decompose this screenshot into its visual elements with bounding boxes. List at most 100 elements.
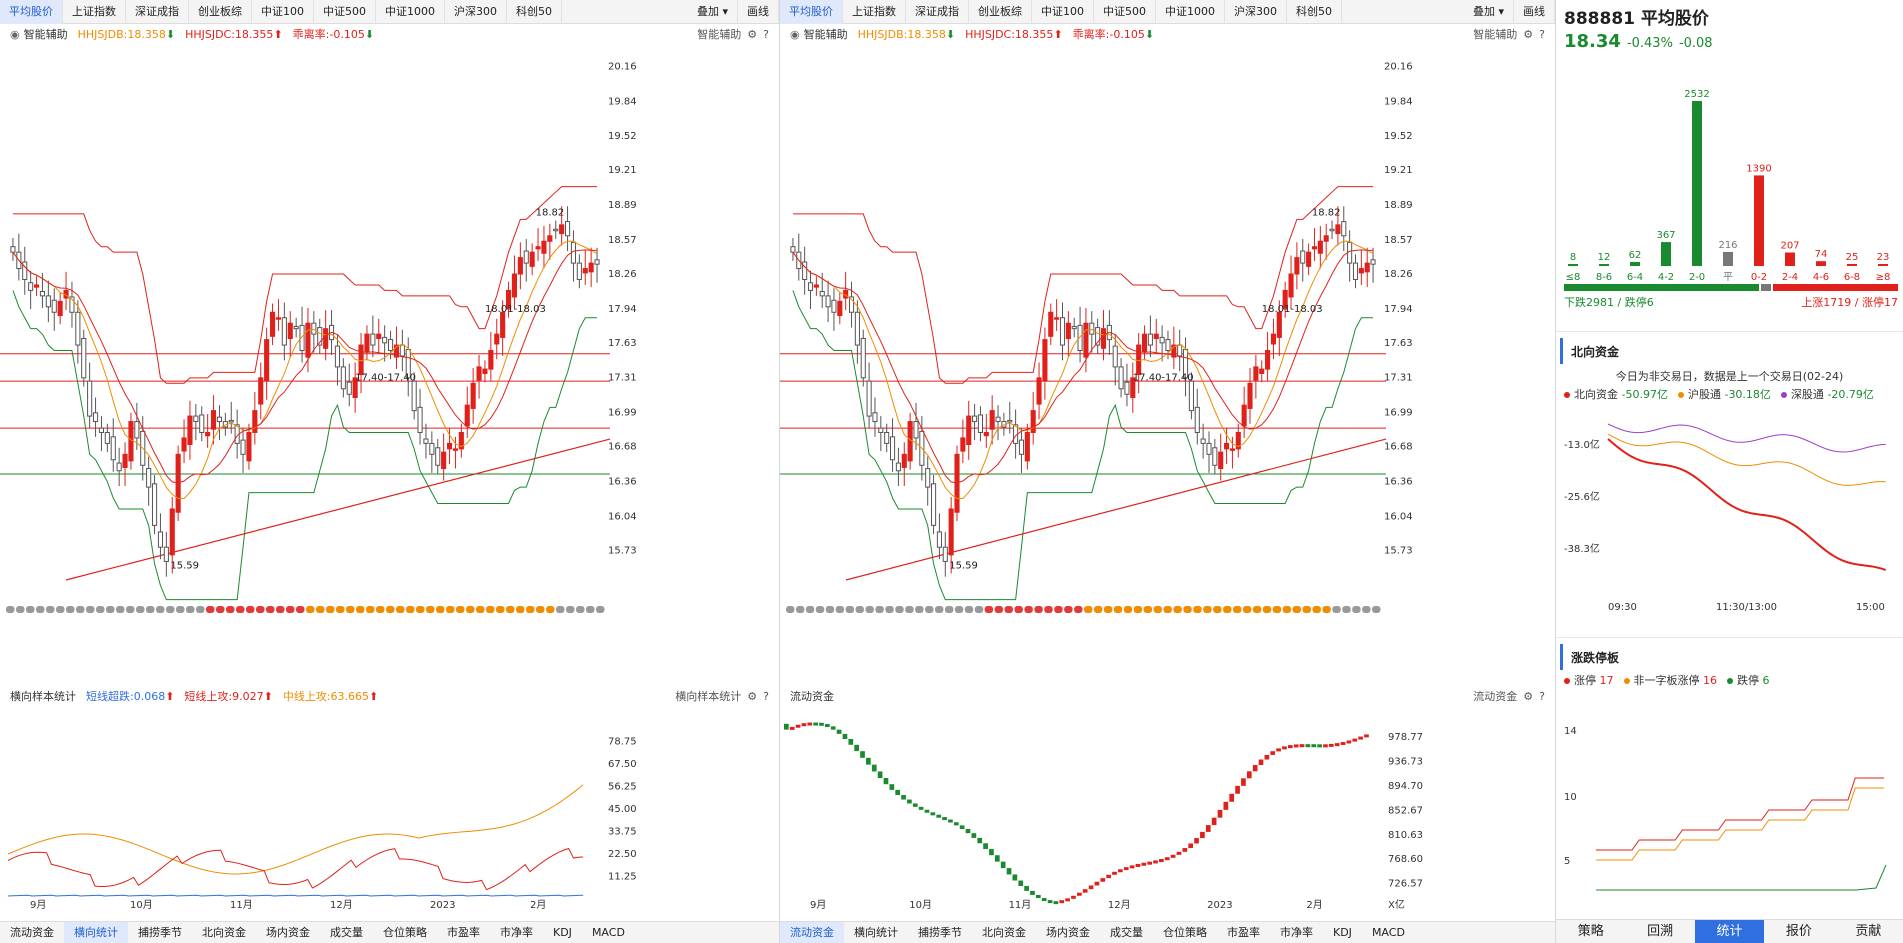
distribution-bar xyxy=(1878,264,1888,266)
tab-contribution[interactable]: 贡献 xyxy=(1855,924,1882,939)
gear-icon[interactable]: ⚙ xyxy=(1523,689,1534,703)
tab-pe[interactable]: 市盈率 xyxy=(1227,925,1260,939)
candle-body xyxy=(1136,344,1142,376)
tab-csi500[interactable]: 中证500 xyxy=(314,0,376,24)
signal-strip-dot xyxy=(805,606,815,613)
tab-liquidity[interactable]: 流动资金 xyxy=(780,921,844,943)
candle-body xyxy=(28,282,34,291)
draw-line-button[interactable]: 画线 xyxy=(738,0,779,24)
tab-kdj[interactable]: KDJ xyxy=(553,925,572,939)
signal-strip-dot xyxy=(346,606,355,613)
candle-body xyxy=(1259,368,1265,374)
tab-northbound[interactable]: 北向资金 xyxy=(982,925,1026,939)
liquidity-bar xyxy=(1258,759,1264,766)
sample-stats-header: 横向样本统计 短线超跌:0.068 ⬆ 短线上攻:9.027 ⬆ 中线上攻:63… xyxy=(0,686,779,706)
candle-body xyxy=(33,284,40,288)
tab-macd[interactable]: MACD xyxy=(1371,925,1405,939)
gear-icon[interactable]: ⚙ xyxy=(747,689,758,703)
tab-sh-index[interactable]: 上证指数 xyxy=(63,0,126,24)
draw-line-button[interactable]: 画线 xyxy=(1514,0,1555,24)
candle-body xyxy=(523,250,529,264)
liquidity-bar xyxy=(1346,740,1352,744)
candle-body xyxy=(122,453,128,468)
tab-sh-index[interactable]: 上证指数 xyxy=(843,0,906,24)
tab-strategy[interactable]: 策略 xyxy=(1577,924,1604,939)
change-value: -0.08 xyxy=(1678,36,1713,51)
candle-body xyxy=(1089,322,1095,335)
y-tick-label: 22.50 xyxy=(608,849,637,860)
tab-csi100[interactable]: 中证100 xyxy=(252,0,314,24)
tab-liquidity[interactable]: 流动资金 xyxy=(10,925,54,939)
help-icon[interactable]: ? xyxy=(1539,27,1545,41)
candle-body xyxy=(1212,447,1218,466)
tab-position-strategy[interactable]: 仓位策略 xyxy=(1163,925,1207,939)
candle-body xyxy=(305,322,311,358)
collapse-icon[interactable]: ◉ xyxy=(10,27,20,41)
tab-pb[interactable]: 市净率 xyxy=(1280,925,1313,939)
candlestick-chart[interactable]: 20.16 19.84 19.52 19.21 18.89 18.57 18.26 17.94… xyxy=(0,44,780,659)
liquidity-bar xyxy=(825,724,830,728)
tab-position-strategy[interactable]: 仓位策略 xyxy=(383,925,427,939)
tab-kdj[interactable]: KDJ xyxy=(1333,925,1352,939)
candle-body xyxy=(1300,250,1306,264)
tab-northbound[interactable]: 北向资金 xyxy=(202,925,246,939)
distribution-category: 6-4 xyxy=(1627,272,1643,283)
gear-icon[interactable]: ⚙ xyxy=(1523,27,1534,41)
tab-star50[interactable]: 科创50 xyxy=(1287,0,1342,24)
tab-horizontal-stats[interactable]: 横向统计 xyxy=(854,925,898,939)
tab-star50[interactable]: 科创50 xyxy=(507,0,562,24)
tab-pe[interactable]: 市盈率 xyxy=(447,925,480,939)
tab-fishing-season[interactable]: 捕捞季节 xyxy=(918,925,962,939)
tab-fishing-season[interactable]: 捕捞季节 xyxy=(138,925,182,939)
signal-strip-dot xyxy=(96,606,105,613)
liquidity-bar xyxy=(1006,868,1012,875)
tab-volume[interactable]: 成交量 xyxy=(1110,925,1143,939)
distribution-value: 74 xyxy=(1815,249,1828,260)
tab-statistics[interactable]: 统计 xyxy=(1694,920,1765,943)
help-icon[interactable]: ? xyxy=(1539,689,1545,703)
tab-hs300[interactable]: 沪深300 xyxy=(445,0,507,24)
candle-body xyxy=(807,282,814,291)
tab-volume[interactable]: 成交量 xyxy=(330,925,363,939)
range-annotation: 18.01-18.03 xyxy=(1262,304,1323,315)
candle-body xyxy=(594,259,600,265)
signal-strip-dot xyxy=(845,606,855,613)
tab-sz-index[interactable]: 深证成指 xyxy=(906,0,969,24)
tab-pb[interactable]: 市净率 xyxy=(500,925,533,939)
liquidity-bar xyxy=(1035,894,1041,899)
gear-icon[interactable]: ⚙ xyxy=(747,27,758,41)
candle-body xyxy=(1188,380,1194,412)
overlay-dropdown[interactable]: 叠加 ▾ xyxy=(1464,0,1514,24)
tab-backtrack[interactable]: 回溯 xyxy=(1647,924,1674,939)
help-icon[interactable]: ? xyxy=(763,27,769,41)
tab-chinext[interactable]: 创业板综 xyxy=(969,0,1032,24)
candle-body xyxy=(1095,327,1101,346)
tab-onfloor-funds[interactable]: 场内资金 xyxy=(1046,925,1090,939)
y-tick-label: -13.0亿 xyxy=(1564,438,1600,451)
candle-body xyxy=(1065,322,1071,339)
liquidity-bar xyxy=(1334,743,1340,747)
y-tick-label: 18.26 xyxy=(608,269,637,280)
tab-quote[interactable]: 报价 xyxy=(1785,924,1812,939)
candlestick-chart[interactable]: 20.16 19.84 19.52 19.21 18.89 18.57 18.26 17.94… xyxy=(780,44,1556,659)
tab-macd[interactable]: MACD xyxy=(591,925,625,939)
tab-avg-price[interactable]: 平均股价 xyxy=(780,0,843,24)
tab-csi1000[interactable]: 中证1000 xyxy=(1156,0,1225,24)
tab-avg-price[interactable]: 平均股价 xyxy=(0,0,63,24)
collapse-icon[interactable]: ◉ xyxy=(790,27,800,41)
ma-short-line xyxy=(792,240,1374,499)
tab-onfloor-funds[interactable]: 场内资金 xyxy=(266,925,310,939)
tab-horizontal-stats[interactable]: 横向统计 xyxy=(64,921,128,943)
ma-short-line xyxy=(12,240,598,499)
tab-chinext[interactable]: 创业板综 xyxy=(189,0,252,24)
help-icon[interactable]: ? xyxy=(763,689,769,703)
tab-csi100[interactable]: 中证100 xyxy=(1032,0,1094,24)
tab-csi1000[interactable]: 中证1000 xyxy=(376,0,445,24)
overlay-dropdown[interactable]: 叠加 ▾ xyxy=(688,0,738,24)
liquidity-bar xyxy=(1311,744,1317,748)
tab-hs300[interactable]: 沪深300 xyxy=(1225,0,1287,24)
tab-csi500[interactable]: 中证500 xyxy=(1094,0,1156,24)
candle-body xyxy=(346,381,352,395)
tab-sz-index[interactable]: 深证成指 xyxy=(126,0,189,24)
x-tick-label: 12月 xyxy=(1108,899,1131,911)
